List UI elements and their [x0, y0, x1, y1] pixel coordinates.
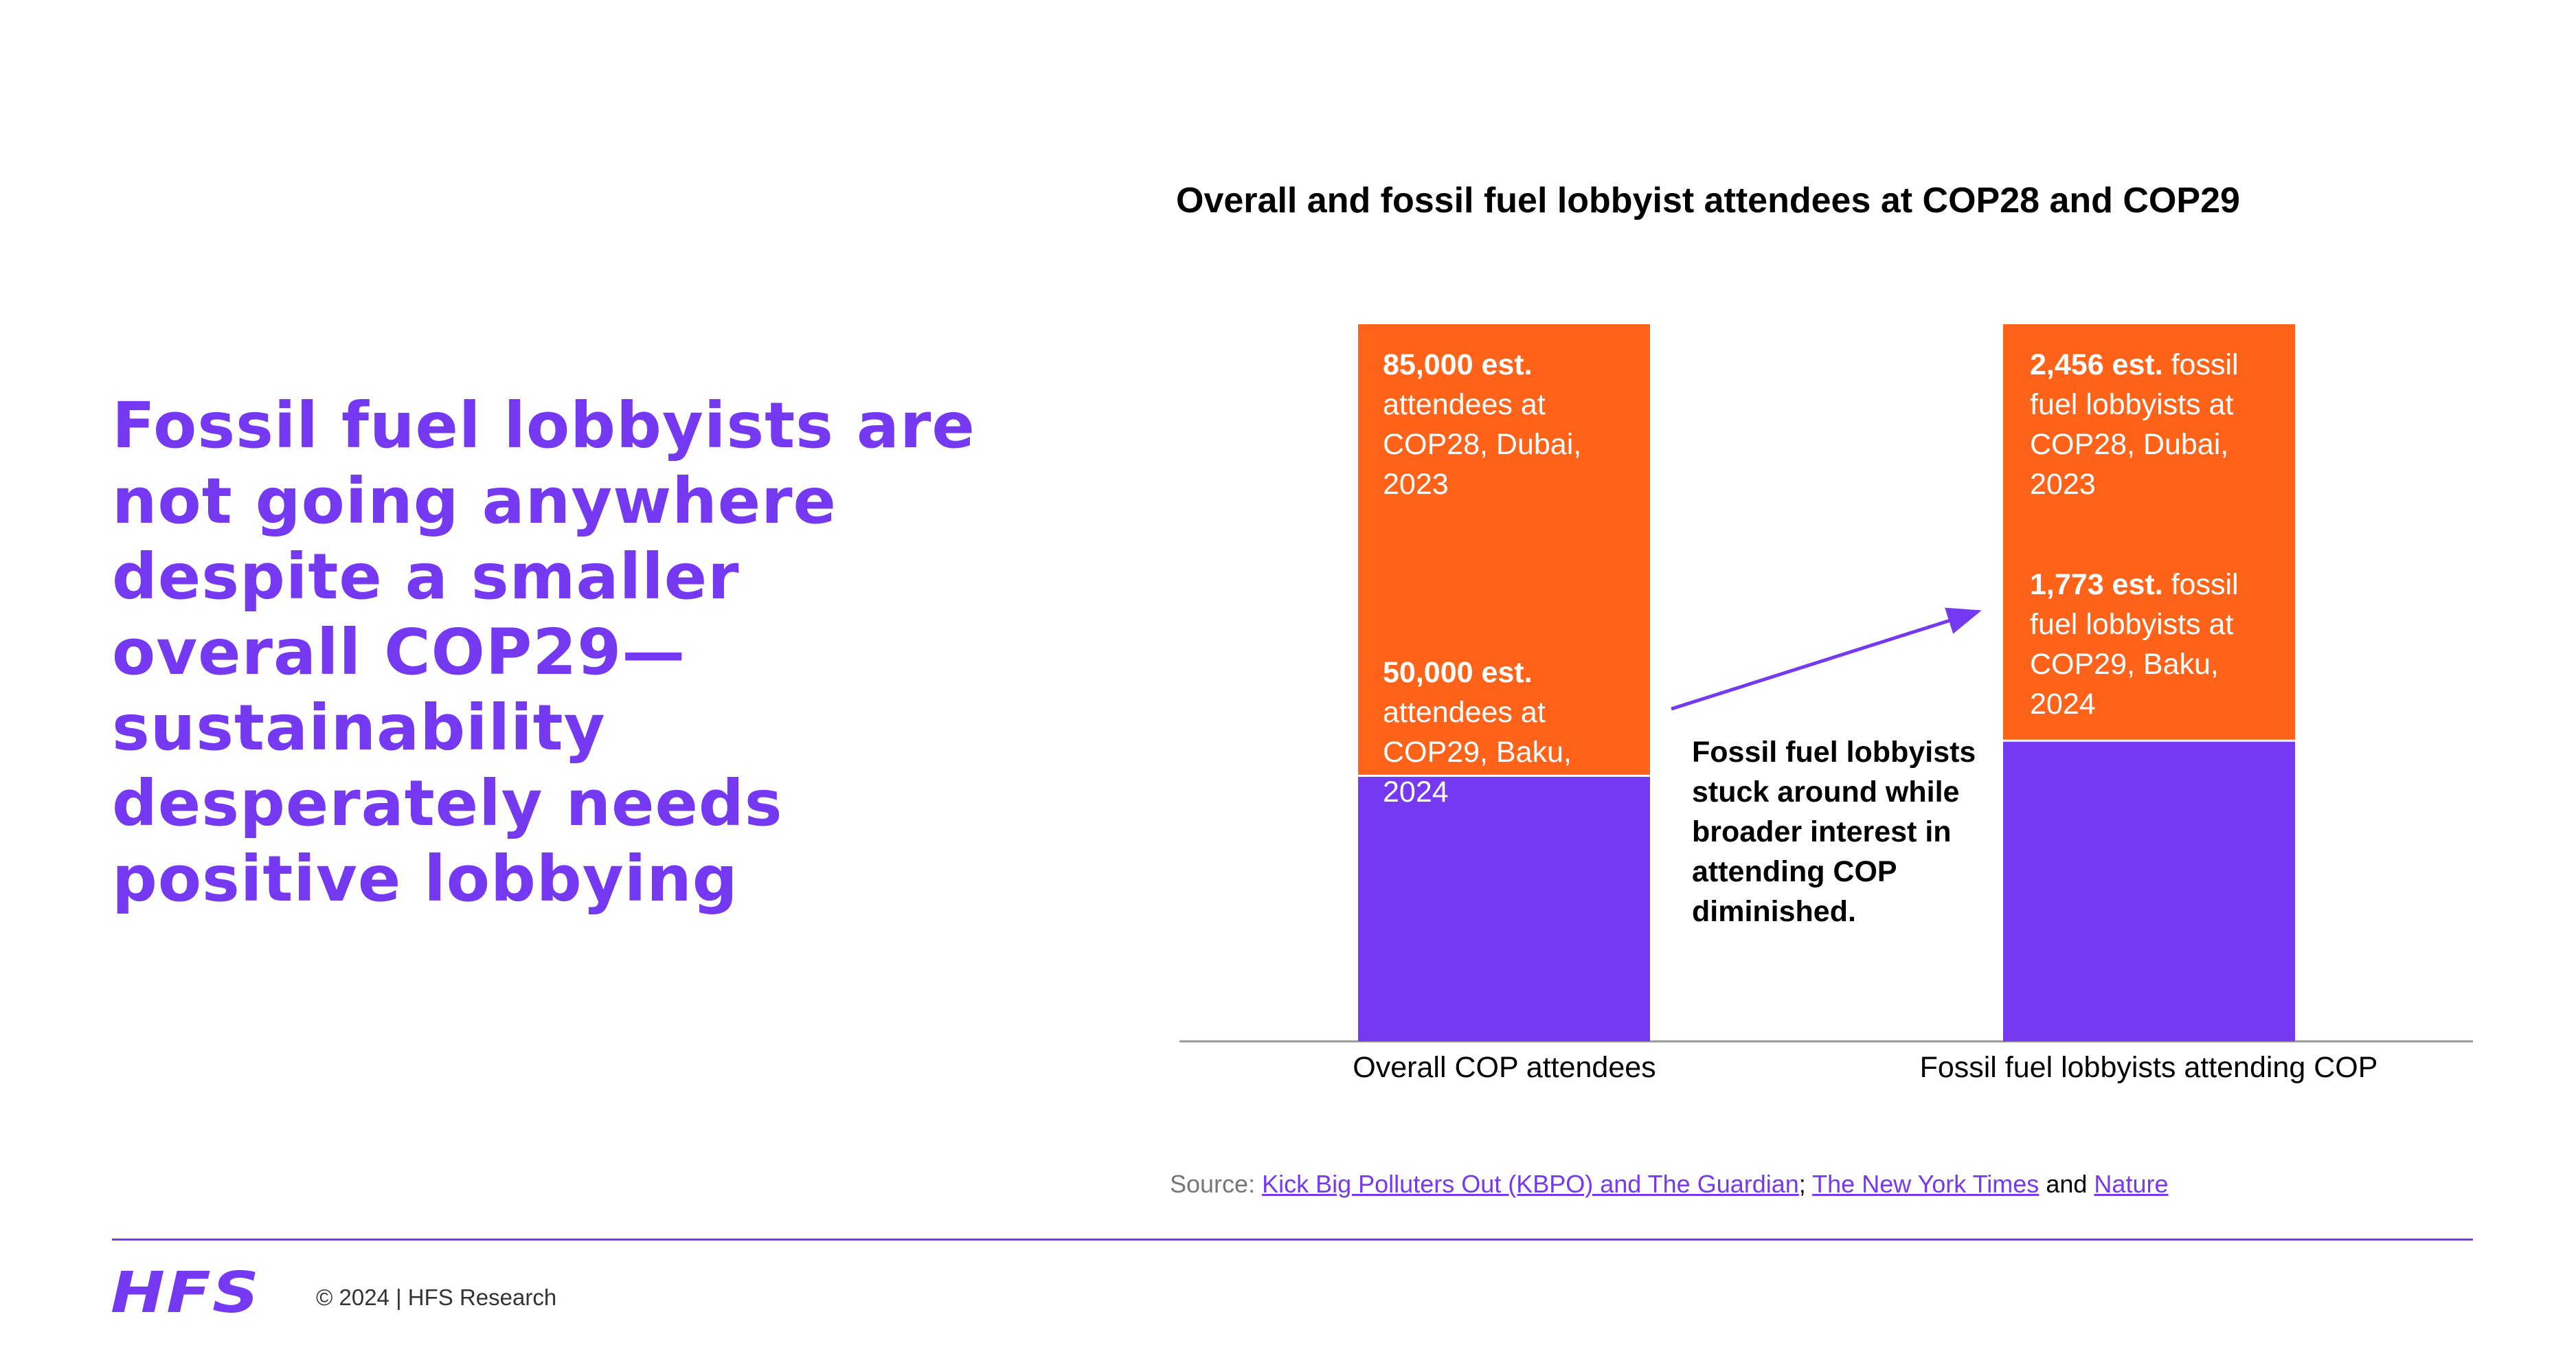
bar-cop29-overall [1358, 776, 1650, 1041]
bar-cop28-overall [1358, 324, 1650, 776]
label-cop28-overall-text: attendees at COP28, Dubai, 2023 [1383, 388, 1582, 501]
label-cop28-overall: 85,000 est. attendees at COP28, Dubai, 2… [1383, 345, 1637, 504]
headline: Fossil fuel lobbyists are not going anyw… [112, 389, 975, 916]
stacked-bar-chart: Overall COP attendees Fossil fuel lobbyis… [1179, 324, 2473, 1084]
trend-arrow [1671, 607, 1982, 711]
footer-divider [112, 1239, 2473, 1241]
bar-cop28-lobbyists [2003, 324, 2295, 741]
label-cop29-overall-value: 50,000 est. [1383, 656, 1533, 689]
source-and: and [2046, 1170, 2088, 1198]
label-cop29-lobby: 1,773 est. fossil fuel lobbyists at COP2… [2030, 565, 2284, 724]
label-cop29-overall: 50,000 est. attendees at COP29, Baku, 20… [1383, 653, 1637, 812]
bar-cop29-lobbyists [2003, 741, 2295, 1041]
source-link-nyt[interactable]: The New York Times [1812, 1170, 2040, 1198]
source-separator: ; [1798, 1170, 1806, 1198]
source-line: Source: Kick Big Polluters Out (KBPO) an… [1170, 1170, 2168, 1199]
source-prefix: Source: [1170, 1170, 1256, 1198]
label-cop29-overall-text: attendees at COP29, Baku, 2024 [1383, 696, 1572, 809]
label-cop28-lobby-value: 2,456 est. [2030, 348, 2163, 381]
chart-annotation: Fossil fuel lobbyists stuck around while… [1692, 736, 1976, 928]
label-cop29-lobby-value: 1,773 est. [2030, 568, 2163, 601]
hfs-logo: HFS [111, 1261, 261, 1326]
copyright-text: © 2024 | HFS Research [316, 1285, 557, 1310]
label-cop28-lobby-text: fossil fuel lobbyists at COP28, Dubai, 2… [2030, 348, 2239, 501]
label-cop28-lobby: 2,456 est. fossil fuel lobbyists at COP2… [2030, 345, 2284, 504]
x-tick-label: Fossil fuel lobbyists attending COP [1920, 1051, 2378, 1084]
source-link-kbpo-guardian[interactable]: Kick Big Polluters Out (KBPO) and The Gu… [1262, 1170, 1799, 1198]
label-cop29-lobby-text: fossil fuel lobbyists at COP29, Baku, 20… [2030, 568, 2239, 721]
label-cop28-overall-value: 85,000 est. [1383, 348, 1533, 381]
x-tick-label: Overall COP attendees [1353, 1051, 1656, 1084]
source-link-nature[interactable]: Nature [2094, 1170, 2169, 1198]
chart-title: Overall and fossil fuel lobbyist attende… [1176, 181, 2240, 221]
